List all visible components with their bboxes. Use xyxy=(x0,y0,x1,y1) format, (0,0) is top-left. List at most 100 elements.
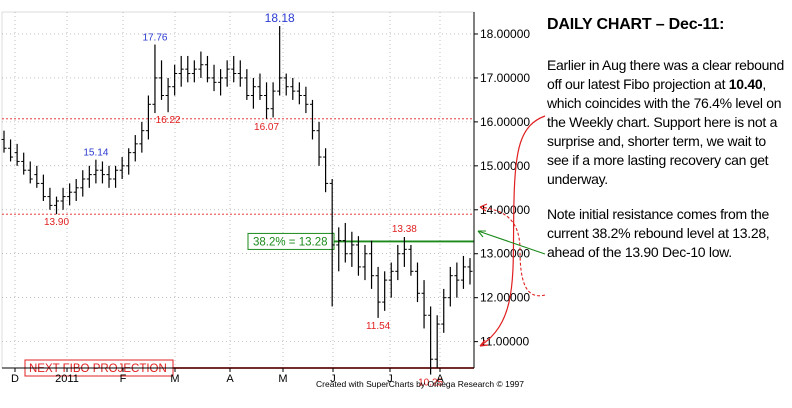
fibo-levels: 38.2% = 13.28 NEXT FIBO PROJECTION xyxy=(2,118,474,377)
arrow-head-dec-low xyxy=(479,203,488,212)
price-bar xyxy=(447,266,453,307)
price-bar xyxy=(441,288,447,333)
price-labels: 17.76 18.18 15.14 13.90 16.22 16.07 11.54 13.38… xyxy=(44,11,444,389)
x-tick-label: F xyxy=(120,373,127,385)
price-bar xyxy=(54,196,60,215)
price-bar xyxy=(67,183,73,206)
peak-label: 18.18 xyxy=(265,11,295,25)
price-bar xyxy=(106,165,112,188)
peak-label: 17.76 xyxy=(142,33,167,44)
price-bar xyxy=(250,77,256,109)
y-tick-label: 11.00000 xyxy=(480,335,529,349)
commentary-text: Earlier in Aug there was a clear rebound… xyxy=(547,57,785,92)
peak-label: 15.14 xyxy=(83,148,108,159)
price-bar xyxy=(185,55,191,83)
price-bar xyxy=(93,159,99,184)
annotation-arrows xyxy=(477,115,546,347)
y-tick-label: 17.00000 xyxy=(480,71,530,85)
price-bar xyxy=(375,266,381,318)
price-bar xyxy=(231,55,237,83)
y-tick-label: 13.00000 xyxy=(480,247,530,261)
price-bar xyxy=(467,258,473,285)
arrow-head-resistance xyxy=(477,230,486,238)
y-tick-label: 15.00000 xyxy=(480,159,530,173)
x-tick-label: A xyxy=(436,373,444,385)
chart-credit: Created with SuperCharts by Omega Resear… xyxy=(316,379,524,389)
price-bar xyxy=(178,55,184,87)
price-bar xyxy=(47,187,53,210)
price-bar xyxy=(113,165,119,188)
price-bar xyxy=(40,174,46,201)
arrow-to-fibo-projection xyxy=(479,115,546,347)
price-bar xyxy=(21,152,27,175)
price-bar xyxy=(198,51,204,78)
arrow-head-fibo xyxy=(479,339,489,347)
resistance-label: 38.2% = 13.28 xyxy=(253,236,328,248)
price-bar xyxy=(237,60,243,87)
price-bar xyxy=(336,227,342,272)
price-bar xyxy=(80,170,86,197)
price-bar xyxy=(369,240,375,289)
arrow-to-resistance xyxy=(477,230,546,255)
price-bar xyxy=(145,95,151,140)
y-tick-label: 14.00000 xyxy=(480,203,530,217)
arrow-to-dec-low xyxy=(479,206,546,297)
price-bar xyxy=(283,73,289,96)
x-tick-label: J xyxy=(387,373,393,385)
price-bar xyxy=(218,69,224,96)
price-bar xyxy=(27,161,33,184)
y-tick-label: 16.00000 xyxy=(480,115,530,129)
price-bar xyxy=(434,315,440,368)
price-bar xyxy=(119,157,125,180)
price-bar xyxy=(277,26,283,96)
price-bar xyxy=(132,135,138,162)
price-bar xyxy=(349,231,355,267)
price-bar xyxy=(159,60,165,100)
panel-heading: DAILY CHART – Dec-11: xyxy=(547,16,725,33)
price-bar xyxy=(460,255,466,289)
resistance-label-box xyxy=(247,232,335,250)
price-bar xyxy=(60,187,66,210)
commentary-para-2: Note initial resistance comes from the c… xyxy=(547,206,770,260)
price-bar xyxy=(139,121,145,153)
price-bar xyxy=(165,77,171,113)
chart-axes: 11.00000 12.00000 13.00000 14.00000 15.00000… xyxy=(2,12,530,385)
trough-label: 13.90 xyxy=(44,217,69,228)
x-tick-label: 2011 xyxy=(55,373,79,385)
plot-frame xyxy=(1,11,475,369)
price-bar xyxy=(204,55,210,83)
price-bar xyxy=(224,60,230,87)
price-bar xyxy=(257,73,263,100)
price-bar xyxy=(290,77,296,100)
x-tick-label: A xyxy=(226,373,234,385)
price-bar xyxy=(126,148,132,175)
trough-label: 10.25 xyxy=(418,378,443,389)
x-tick-label: J xyxy=(330,373,336,385)
price-bar xyxy=(211,64,217,92)
x-tick-label: M xyxy=(278,373,287,385)
commentary-text: , which coincides with the 76.4% level o… xyxy=(547,76,782,187)
price-bar xyxy=(86,165,92,188)
price-bar xyxy=(414,262,420,303)
price-bar xyxy=(401,237,407,267)
price-bar xyxy=(342,222,348,263)
price-bar xyxy=(388,262,394,298)
price-bar xyxy=(99,161,105,184)
key-level: 10.40 xyxy=(728,76,763,92)
price-bar xyxy=(152,44,158,114)
price-bar xyxy=(8,139,14,162)
price-bar xyxy=(355,236,361,276)
x-tick-label: M xyxy=(170,373,179,385)
price-bar xyxy=(14,143,20,166)
price-bar xyxy=(408,244,414,276)
price-bar xyxy=(323,148,329,193)
trough-label: 16.07 xyxy=(254,122,279,133)
price-bar xyxy=(244,69,250,100)
price-bar xyxy=(172,64,178,96)
chart-grid xyxy=(1,11,475,369)
price-bar xyxy=(428,306,434,375)
fibo-projection-label: NEXT FIBO PROJECTION xyxy=(29,363,167,375)
price-bar xyxy=(362,244,368,281)
price-bar xyxy=(316,121,322,166)
price-bar xyxy=(270,82,276,118)
